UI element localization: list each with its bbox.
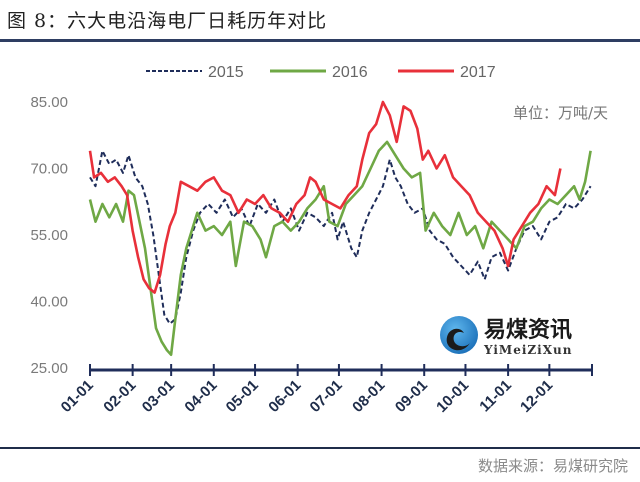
y-tick-label: 70.00	[30, 161, 68, 178]
logo-name-en: YiMeiZiXun	[483, 343, 572, 357]
series-line-2017	[88, 100, 562, 294]
footer-divider	[0, 447, 640, 449]
x-tick-label: 01-01	[58, 377, 97, 416]
x-tick-label: 04-01	[181, 377, 220, 416]
x-tick-label: 02-01	[100, 377, 139, 416]
x-tick-label: 09-01	[392, 377, 431, 416]
x-tick-label: 07-01	[307, 377, 346, 416]
x-tick-label: 06-01	[265, 377, 304, 416]
y-tick-label: 85.00	[30, 94, 68, 111]
unit-label: 单位：万吨/天	[513, 104, 608, 122]
x-tick-label: 05-01	[223, 377, 262, 416]
legend: 2015 2016 2017	[146, 64, 496, 81]
y-tick-label: 25.00	[30, 360, 68, 377]
data-source: 数据来源：易煤研究院	[477, 457, 628, 475]
chart-title: 图 8：六大电沿海电厂日耗历年对比	[7, 10, 328, 32]
legend-label-2015: 2015	[208, 64, 244, 81]
x-tick-label: 12-01	[517, 377, 556, 416]
x-tick-label: 08-01	[349, 377, 388, 416]
y-tick-label: 40.00	[30, 294, 68, 311]
legend-label-2017: 2017	[460, 64, 496, 81]
y-axis: 25.00 40.00 55.00 70.00 85.00	[30, 94, 68, 377]
y-tick-label: 55.00	[30, 227, 68, 244]
line-chart: 2015 2016 2017 单位：万吨/天 25.00 40.00 55.00 70.0…	[30, 64, 608, 416]
title-divider	[0, 39, 640, 42]
series-line-2015	[89, 149, 592, 325]
legend-label-2016: 2016	[332, 64, 368, 81]
watermark-logo: 易煤资讯 YiMeiZiXun	[440, 316, 572, 357]
logo-name-cn: 易煤资讯	[484, 317, 572, 343]
series-group	[88, 100, 592, 357]
x-axis: 01-01 02-01 03-01 04-01 05-01 06-01 07-01 08-01…	[58, 364, 593, 416]
x-tick-label: 10-01	[433, 377, 472, 416]
x-tick-label: 11-01	[476, 377, 515, 416]
x-tick-label: 03-01	[139, 377, 178, 416]
